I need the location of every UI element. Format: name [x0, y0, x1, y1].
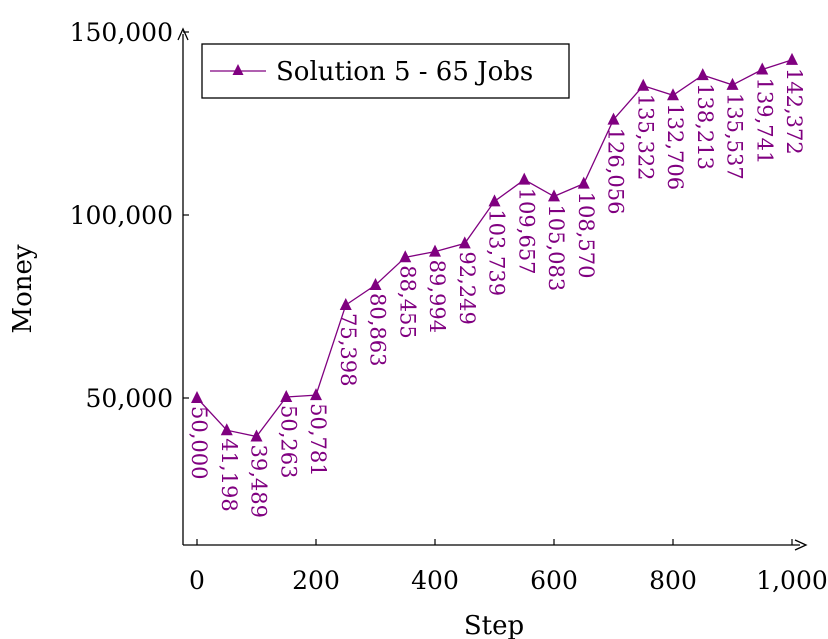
axes — [177, 27, 808, 551]
data-point-marker — [696, 68, 709, 81]
ticks — [183, 31, 793, 545]
data-point-marker — [488, 194, 501, 207]
data-point-marker — [310, 388, 322, 401]
x-tick-label: 200 — [292, 566, 340, 595]
data-label: 89,994 — [425, 260, 449, 333]
data-point-marker — [577, 176, 590, 189]
data-label: 92,249 — [455, 251, 479, 324]
x-axis-title: Step — [464, 611, 524, 639]
data-point-marker — [369, 278, 382, 291]
data-point-marker — [280, 390, 293, 403]
data-label: 139,741 — [752, 78, 776, 165]
data-point-marker — [250, 429, 263, 442]
x-tick-label: 0 — [189, 566, 205, 595]
x-tick-label: 400 — [411, 566, 459, 595]
data-label: 138,213 — [693, 83, 717, 170]
data-label: 50,000 — [187, 406, 211, 479]
legend: Solution 5 - 65 Jobs — [201, 43, 570, 99]
data-label: 80,863 — [366, 293, 390, 366]
x-tick-label: 800 — [649, 566, 697, 595]
legend-marker — [232, 64, 244, 75]
data-label: 108,570 — [574, 192, 598, 279]
data-point-marker — [220, 423, 233, 436]
data-point-marker — [667, 88, 679, 101]
data-label: 132,706 — [663, 103, 687, 190]
data-label: 103,739 — [485, 209, 509, 296]
data-point-marker — [518, 172, 531, 185]
data-point-marker — [637, 78, 650, 91]
data-label: 41,198 — [217, 438, 241, 511]
data-label: 142,372 — [782, 68, 806, 155]
data-label: 126,056 — [604, 128, 628, 215]
y-axis-arrow — [177, 27, 189, 41]
x-tick-label: 600 — [530, 566, 578, 595]
data-point-marker — [786, 52, 798, 65]
data-point-marker — [458, 236, 471, 249]
data-label: 88,455 — [395, 265, 419, 338]
data-label: 135,322 — [633, 94, 657, 181]
data-point-marker — [548, 189, 560, 202]
y-tick-label: 150,000 — [70, 18, 173, 47]
data-point-marker — [399, 250, 412, 263]
data-label: 50,263 — [276, 405, 300, 478]
legend-entry-label: Solution 5 - 65 Jobs — [276, 57, 533, 87]
data-label: 75,398 — [336, 313, 360, 386]
data-label: 50,781 — [306, 403, 330, 476]
data-point-marker — [607, 112, 620, 125]
x-axis-arrow — [794, 539, 808, 551]
data-point-marker — [756, 62, 769, 75]
y-axis-title: Money — [8, 244, 38, 333]
data-label: 39,489 — [247, 445, 271, 518]
y-tick-label: 50,000 — [86, 384, 173, 413]
data-point-marker — [191, 391, 203, 403]
data-label: 105,083 — [544, 204, 568, 291]
data-label: 109,657 — [514, 188, 538, 275]
tick-labels: 0 200 400 600 800 1,000 50,000 100,000 150,000 — [70, 18, 828, 595]
data-point-marker — [429, 244, 441, 257]
data-point-marker — [726, 77, 739, 90]
data-point-marker — [339, 298, 352, 311]
x-tick-label: 1,000 — [756, 566, 828, 595]
y-tick-label: 100,000 — [70, 201, 173, 230]
data-label: 135,537 — [723, 93, 747, 180]
